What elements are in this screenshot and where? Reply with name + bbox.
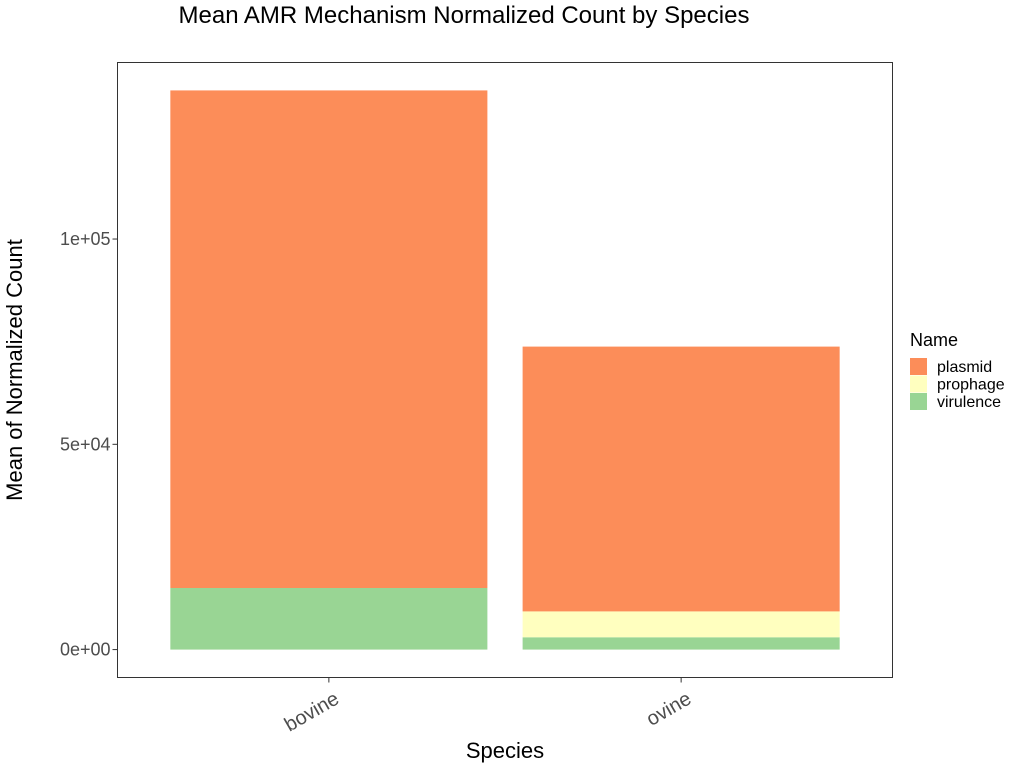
plot-panel (117, 62, 893, 678)
bar-ovine-plasmid (522, 346, 840, 612)
legend-label-prophage: prophage (937, 377, 1005, 394)
bar-bovine-virulence (170, 588, 488, 650)
x-axis-title: Species (466, 738, 544, 763)
y-tick-label: 0e+00 (60, 640, 111, 660)
y-axis-title: Mean of Normalized Count (2, 239, 27, 501)
bar-bovine-plasmid (170, 90, 488, 589)
legend-key-virulence (910, 393, 927, 410)
bar-ovine-virulence (522, 637, 840, 650)
x-tick-label: ovine (643, 688, 695, 731)
y-axis: 0e+00 5e+04 1e+05 (60, 229, 118, 660)
legend-key-plasmid (910, 358, 927, 375)
y-tick-label: 5e+04 (60, 434, 111, 454)
x-axis: bovine ovine (281, 677, 695, 737)
y-tick-label: 1e+05 (60, 229, 111, 249)
bars-layer (170, 90, 840, 650)
legend-label-virulence: virulence (937, 394, 1001, 411)
legend-key-prophage (910, 375, 927, 393)
bar-ovine-prophage (522, 611, 840, 638)
legend-label-plasmid: plasmid (937, 359, 992, 376)
legend-title: Name (910, 330, 958, 350)
x-tick-label: bovine (281, 688, 343, 737)
chart-title: Mean AMR Mechanism Normalized Count by S… (179, 2, 750, 29)
